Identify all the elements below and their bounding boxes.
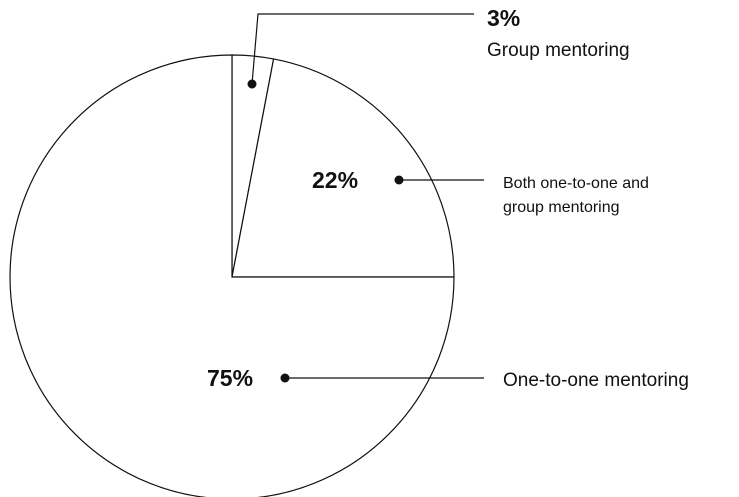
- slice-both-mentoring: [231, 58, 455, 278]
- slice-label-both-line2: group mentoring: [503, 199, 620, 216]
- leader-line-group: [251, 13, 474, 85]
- slice-label-group: Group mentoring: [487, 40, 630, 61]
- slice-one-to-one-mentoring: [9, 54, 455, 497]
- leader-dot-group: [247, 79, 257, 89]
- value-label-one-to-one: 75%: [207, 365, 253, 391]
- slice-label-both-line1: Both one-to-one and: [503, 175, 649, 192]
- value-label-group: 3%: [487, 5, 520, 31]
- slice-label-one-to-one: One-to-one mentoring: [503, 370, 689, 391]
- value-label-both: 22%: [312, 167, 358, 193]
- leader-dot-one-to-one: [280, 373, 290, 383]
- leader-dot-both: [394, 175, 404, 185]
